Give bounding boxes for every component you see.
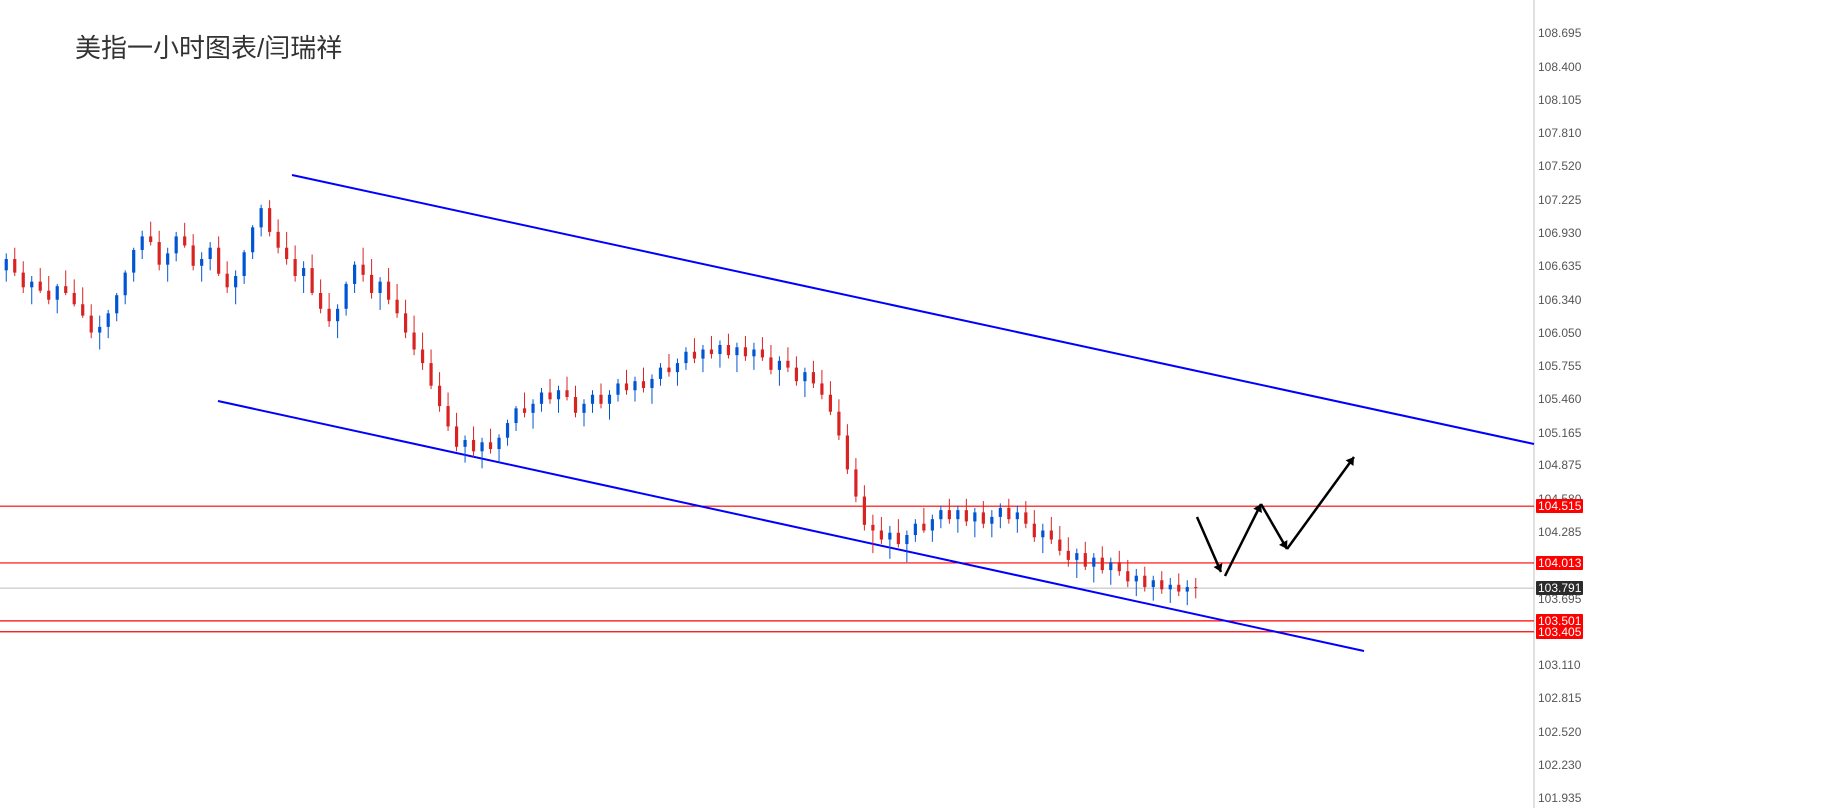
y-tick-label: 106.050 — [1538, 326, 1581, 340]
price-level-tag: 103.791 — [1536, 581, 1583, 595]
y-tick-label: 105.460 — [1538, 392, 1581, 406]
y-tick-label: 101.935 — [1538, 791, 1581, 805]
y-tick-label: 108.105 — [1538, 93, 1581, 107]
y-tick-label: 108.400 — [1538, 60, 1581, 74]
y-tick-label: 104.875 — [1538, 458, 1581, 472]
y-tick-label: 103.110 — [1538, 658, 1581, 672]
y-tick-label: 106.340 — [1538, 293, 1581, 307]
y-tick-label: 107.810 — [1538, 126, 1581, 140]
y-tick-label: 106.930 — [1538, 226, 1581, 240]
y-tick-label: 105.165 — [1538, 426, 1581, 440]
y-tick-label: 107.520 — [1538, 159, 1581, 173]
price-level-tag: 104.013 — [1536, 556, 1583, 570]
price-level-tag: 103.405 — [1536, 625, 1583, 639]
y-tick-label: 104.285 — [1538, 525, 1581, 539]
price-chart[interactable]: 美指一小时图表/闫瑞祥 108.695108.400108.105107.810… — [0, 0, 1841, 808]
y-tick-label: 106.635 — [1538, 259, 1581, 273]
price-level-tag: 104.515 — [1536, 499, 1583, 513]
y-tick-label: 108.695 — [1538, 26, 1581, 40]
y-tick-label: 102.815 — [1538, 691, 1581, 705]
y-tick-label: 102.230 — [1538, 758, 1581, 772]
y-tick-label: 102.520 — [1538, 725, 1581, 739]
y-tick-label: 107.225 — [1538, 193, 1581, 207]
y-tick-label: 105.755 — [1538, 359, 1581, 373]
